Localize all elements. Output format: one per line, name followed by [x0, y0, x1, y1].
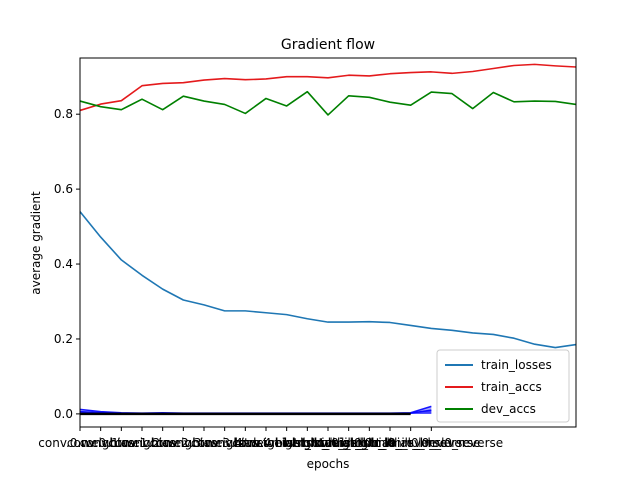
x-tick-label: lstm.weight_hh_l0 [253, 436, 361, 450]
x-tick-label: lstm.weight_ih_l0_reverse [292, 436, 447, 450]
legend-label: train_accs [481, 380, 542, 394]
x-axis-label: epochs [307, 457, 350, 471]
x-tick-label: lstm.weight_ih_l0 [235, 436, 339, 450]
x-tick-label: conv.2.weight [121, 436, 205, 450]
y-tick-label: 0.6 [54, 182, 73, 196]
x-tick-label: lstm.bias_ih_l0 [284, 436, 372, 450]
x-tick-label: lstm.bias_hh_l0_reverse [360, 436, 504, 450]
plot-area [79, 63, 577, 416]
y-axis: 0.0 0.2 0.4 0.6 0.8 [54, 107, 80, 421]
legend: train_losses train_accs dev_accs [436, 349, 570, 423]
x-axis: conv.0.weightconv.0.biasconv.1.weightcon… [38, 427, 503, 450]
chart-title: Gradient flow [281, 37, 375, 53]
x-tick-label: conv.3.weight [162, 436, 246, 450]
x-tick-label: conv.0.bias [67, 436, 135, 450]
y-tick-label: 0.8 [54, 107, 73, 121]
y-tick-label: 0.4 [54, 257, 73, 271]
x-tick-label: conv.0.weight [38, 436, 122, 450]
legend-label: dev_accs [481, 402, 536, 416]
legend-label: train_losses [481, 358, 552, 372]
legend-box [436, 349, 570, 423]
series-line-train-accs [79, 63, 577, 112]
x-tick-label: conv.1.weight [80, 436, 164, 450]
x-tick-label: lstm.weight_hh_l0_reverse [310, 436, 470, 450]
series-line-dev-accs [79, 90, 577, 116]
y-tick-label: 0.0 [54, 407, 73, 421]
x-tick-label: conv.4.weight [204, 436, 288, 450]
x-tick-label: lstm.bias_ih_l0_reverse [341, 436, 480, 450]
y-axis-label: average gradient [29, 191, 43, 295]
x-tick-label: conv.2.bias [150, 436, 218, 450]
x-tick-label: conv.4.bias [232, 436, 300, 450]
series-line-train-losses [79, 211, 577, 349]
y-tick-label: 0.2 [54, 332, 73, 346]
x-tick-label: conv.3.bias [191, 436, 259, 450]
x-tick-label: conv.1.bias [108, 436, 176, 450]
x-tick-label: lstm.bias_hh_l0 [302, 436, 395, 450]
